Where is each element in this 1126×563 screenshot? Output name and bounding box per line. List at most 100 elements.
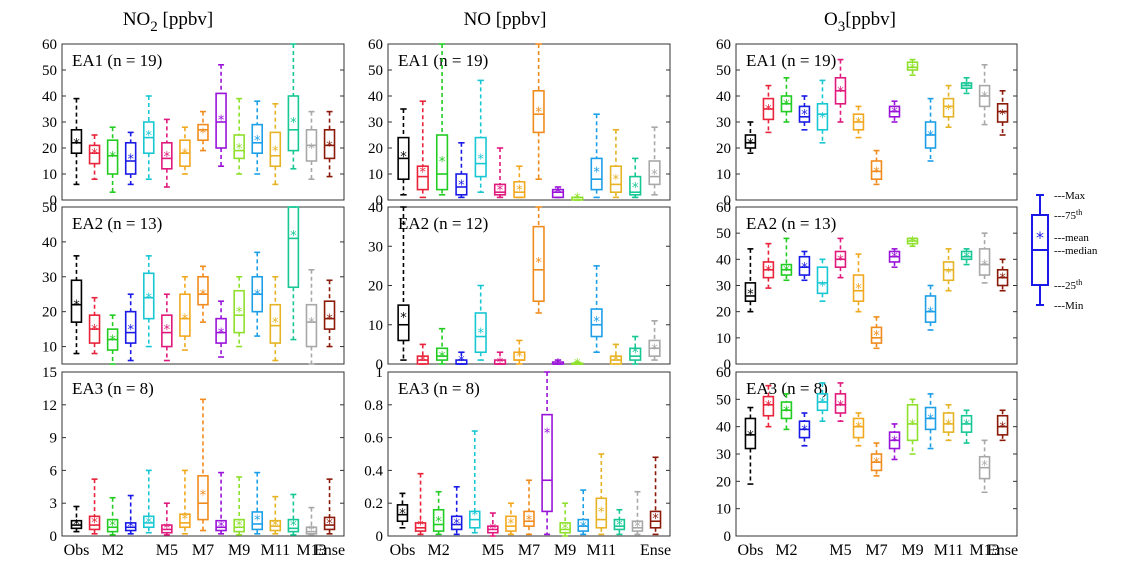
- y-tick-label: 60: [716, 365, 731, 381]
- mean-marker: *: [927, 306, 934, 321]
- box-0: *: [744, 248, 757, 313]
- box-9: *: [906, 58, 919, 76]
- y-tick-label: 0: [376, 529, 384, 545]
- mean-marker: *: [873, 456, 880, 471]
- y-tick-label: 20: [716, 305, 731, 321]
- box-3: *: [455, 142, 468, 199]
- mean-marker: *: [254, 134, 261, 149]
- iqr-box: [414, 522, 427, 532]
- y-tick-label: 30: [716, 447, 731, 463]
- iqr-box: [523, 510, 535, 527]
- mean-marker: *: [164, 323, 171, 338]
- iqr-box: [179, 513, 191, 529]
- mean-marker: *: [927, 412, 934, 427]
- box-9: *: [571, 357, 584, 372]
- iqr-box: [397, 304, 410, 342]
- mean-marker: *: [580, 520, 587, 535]
- mean-marker: *: [400, 311, 407, 326]
- box-10: *: [251, 100, 264, 175]
- iqr-box: [613, 518, 626, 531]
- box-5: *: [493, 351, 507, 371]
- mean-marker: *: [535, 106, 542, 121]
- box-8: *: [215, 471, 227, 535]
- box-4: *: [474, 79, 487, 193]
- mean-marker: *: [634, 520, 641, 535]
- iqr-box: [649, 510, 662, 529]
- x-category-label: M2: [427, 542, 449, 559]
- mean-marker: *: [236, 142, 243, 157]
- mean-marker: *: [516, 184, 523, 199]
- mean-marker: *: [420, 165, 427, 180]
- y-tick-label: 50: [42, 200, 57, 216]
- panel-frame: [61, 371, 345, 537]
- box-2: *: [106, 314, 119, 365]
- box-11: *: [609, 343, 623, 369]
- mean-marker: *: [819, 280, 826, 295]
- box-0: *: [744, 406, 757, 485]
- iqr-box: [996, 414, 1009, 436]
- box-3: *: [455, 351, 468, 369]
- box-0: *: [396, 492, 409, 529]
- y-tick-label: 0: [50, 529, 58, 545]
- y-tick-label: 40: [368, 200, 383, 216]
- iqr-box: [513, 181, 526, 199]
- y-tick-label: 40: [42, 89, 57, 105]
- legend-label-4: ---25th: [1054, 278, 1082, 292]
- mean-marker: *: [164, 521, 171, 536]
- iqr-box: [106, 139, 119, 175]
- box-8: *: [551, 357, 565, 372]
- panel-4: 0 10 20 30 40 EA2 (n = 12) * * * * * * * * * * * * * *: [368, 200, 671, 373]
- y-tick-label: 30: [42, 270, 57, 286]
- mean-marker: *: [963, 80, 970, 95]
- box-1: *: [416, 100, 429, 199]
- x-category-label: Obs: [64, 542, 90, 559]
- box-4: *: [816, 382, 829, 423]
- iqr-box: [323, 516, 336, 531]
- iqr-box: [432, 508, 445, 532]
- mean-marker: *: [290, 519, 297, 534]
- y-tick-label: 0.8: [364, 398, 383, 414]
- x-category-label: Obs: [390, 542, 416, 559]
- box-4: *: [468, 430, 481, 534]
- legend-mean-marker: *: [1036, 228, 1044, 247]
- mean-marker: *: [945, 103, 952, 118]
- box-2: *: [106, 496, 119, 536]
- mean-marker: *: [272, 519, 279, 534]
- y-tick-label: 30: [716, 115, 731, 131]
- mean-marker: *: [801, 423, 808, 438]
- mean-marker: *: [632, 181, 639, 196]
- mean-marker: *: [801, 261, 808, 276]
- y-tick-label: 10: [368, 167, 383, 183]
- mean-marker: *: [909, 235, 916, 250]
- mean-marker: *: [837, 85, 844, 100]
- box-14: *: [323, 110, 336, 178]
- mean-marker: *: [999, 108, 1006, 123]
- x-category-label: M5: [156, 542, 178, 559]
- y-tick-label: 10: [716, 331, 731, 347]
- mean-marker: *: [616, 519, 623, 534]
- mean-marker: *: [516, 350, 523, 365]
- mean-marker: *: [837, 253, 844, 268]
- mean-marker: *: [652, 512, 659, 527]
- y-tick-label: 40: [368, 89, 383, 105]
- box-5: *: [161, 293, 173, 362]
- mean-marker: *: [308, 523, 315, 538]
- y-tick-label: 50: [716, 226, 731, 242]
- mean-marker: *: [399, 507, 406, 522]
- x-category-label: M9: [554, 542, 576, 559]
- mean-marker: *: [308, 316, 315, 331]
- mean-marker: *: [272, 316, 279, 331]
- iqr-box: [870, 160, 883, 181]
- iqr-box: [532, 90, 545, 134]
- mean-marker: *: [891, 106, 898, 121]
- box-14: *: [996, 90, 1009, 136]
- box-3: *: [450, 485, 463, 536]
- iqr-box: [287, 518, 300, 533]
- box-5: *: [834, 382, 847, 423]
- mean-marker: *: [497, 356, 504, 371]
- iqr-box: [251, 123, 264, 154]
- box-10: *: [577, 489, 590, 536]
- mean-marker: *: [945, 266, 952, 281]
- box-12: *: [613, 508, 626, 536]
